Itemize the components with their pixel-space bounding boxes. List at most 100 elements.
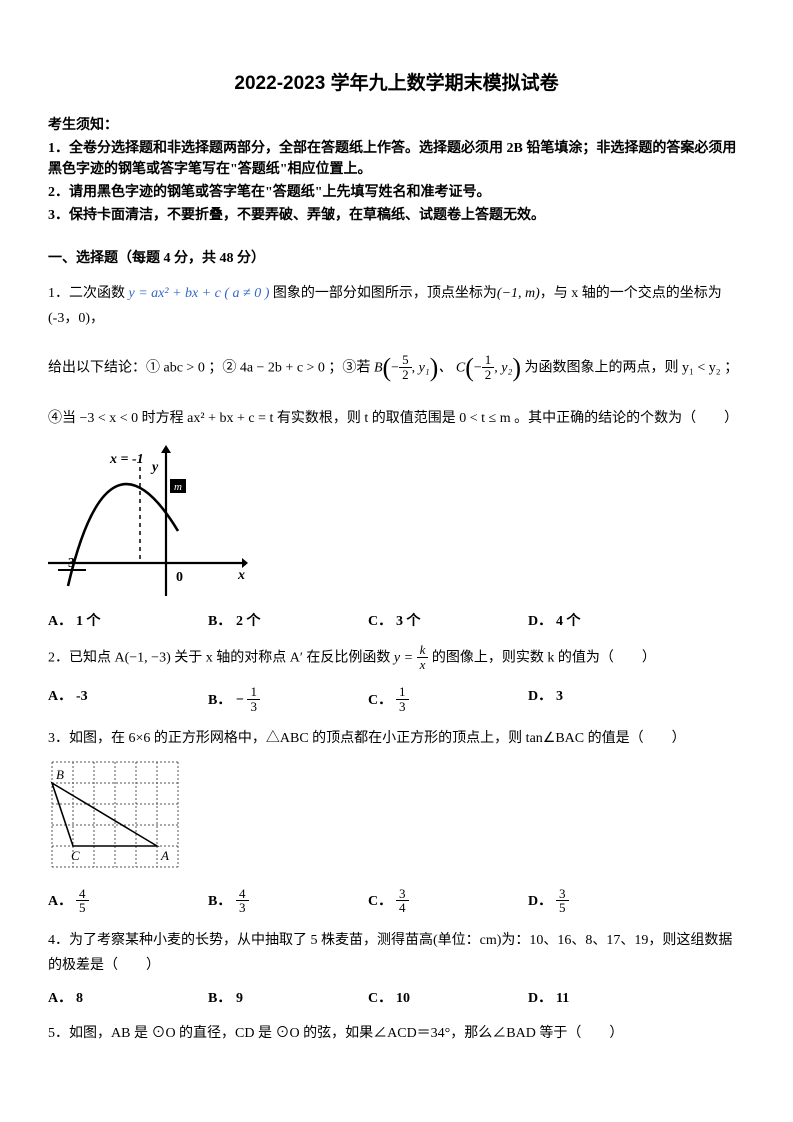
q2-optB-neg: − <box>236 693 247 708</box>
notice-line-1: 1．全卷分选择题和非选择题两部分，全部在答题纸上作答。选择题必须用 2B 铅笔填… <box>48 138 745 180</box>
label-C: C． <box>368 690 396 711</box>
section-1-heading: 一、选择题（每题 4 分，共 48 分） <box>48 248 745 269</box>
q1-point-B: B(−52, y₁) <box>374 345 438 392</box>
q2-optA-text: -3 <box>76 689 88 704</box>
svg-text:B: B <box>56 767 64 782</box>
svg-text:m: m <box>174 481 182 493</box>
svg-text:x: x <box>237 568 245 583</box>
q2-optB-den: 3 <box>247 700 260 714</box>
label-C: C． <box>368 891 396 912</box>
q3-option-B: B．43 <box>208 888 368 916</box>
q1-parabola-svg: mx = -1yx0−3 <box>48 441 248 596</box>
label-D: D． <box>528 891 556 912</box>
q3-grid-svg: B C A <box>48 758 183 873</box>
q5-text: 5．如图，AB 是 ⊙O 的直径，CD 是 ⊙O 的弦，如果∠ACD＝34°，那… <box>48 1021 745 1046</box>
q1-C-y: y₂ <box>501 361 512 376</box>
q1-line2: 给出以下结论：① abc > 0 ；② 4a − 2b + c > 0 ；③若 … <box>48 345 745 392</box>
q2-pre: 2．已知点 A(−1, −3) 关于 x 轴的对称点 A′ 在反比例函数 <box>48 650 394 665</box>
q1-B-xnum: 5 <box>399 353 412 368</box>
q1-xint: (-3，0) <box>48 311 90 326</box>
question-3: 3．如图，在 6×6 的正方形网格中，△ABC 的顶点都在小正方形的顶点上，则 … <box>48 726 745 915</box>
q1-line3: ④当 −3 < x < 0 时方程 ax² + bx + c = t 有实数根，… <box>48 406 745 431</box>
q3-option-D: D．35 <box>528 888 688 916</box>
q2-post: 的图像上，则实数 k 的值为（ ） <box>428 650 656 665</box>
question-4: 4．为了考察某种小麦的长势，从中抽取了 5 株麦苗，测得苗高(单位：cm)为：1… <box>48 928 745 1009</box>
notice-line-3: 3．保持卡面清洁，不要折叠，不要弄破、弄皱，在草稿纸、试题卷上答题无效。 <box>48 205 745 226</box>
q3-options: A．45 B．43 C．34 D．35 <box>48 888 745 916</box>
q2-option-C: C．13 <box>368 686 528 714</box>
q1-optD-text: 4 个 <box>556 614 581 629</box>
q1-l2-post: 为函数图象上的两点，则 y₁ < y₂ ； <box>521 361 738 376</box>
label-B: B． <box>208 988 236 1009</box>
q1-C-xnum: 1 <box>482 353 495 368</box>
q3-text: 3．如图，在 6×6 的正方形网格中，△ABC 的顶点都在小正方形的顶点上，则 … <box>48 726 745 751</box>
q3-optA-den: 5 <box>76 901 89 915</box>
q3-optA-num: 4 <box>76 887 89 902</box>
q2-optC-num: 1 <box>396 685 409 700</box>
q3-optB-num: 4 <box>236 887 249 902</box>
q1-option-B: B．2 个 <box>208 611 368 632</box>
q4-option-A: A．8 <box>48 988 208 1009</box>
exam-title: 2022-2023 学年九上数学期末模拟试卷 <box>48 70 745 99</box>
svg-text:−3: −3 <box>60 556 75 571</box>
q1-mid3: ， <box>90 311 104 326</box>
q2-option-B: B．− 13 <box>208 686 368 714</box>
label-D: D． <box>528 988 556 1009</box>
question-2: 2．已知点 A(−1, −3) 关于 x 轴的对称点 A′ 在反比例函数 y =… <box>48 644 745 715</box>
q3-option-A: A．45 <box>48 888 208 916</box>
q1-C-xden: 2 <box>482 368 495 382</box>
q4-options: A．8 B．9 C．10 D．11 <box>48 988 745 1009</box>
label-D: D． <box>528 686 556 707</box>
notice-block: 考生须知： 1．全卷分选择题和非选择题两部分，全部在答题纸上作答。选择题必须用 … <box>48 115 745 226</box>
svg-text:x = -1: x = -1 <box>109 452 144 467</box>
label-A: A． <box>48 988 76 1009</box>
q3-optC-den: 4 <box>396 901 409 915</box>
q1-mid2: ，与 x 轴的一个交点的坐标为 <box>540 286 722 301</box>
q2-text: 2．已知点 A(−1, −3) 关于 x 轴的对称点 A′ 在反比例函数 y =… <box>48 644 745 672</box>
svg-text:A: A <box>160 848 169 863</box>
q3-optD-num: 3 <box>556 887 569 902</box>
q1-options: A．1 个 B．2 个 C．3 个 D．4 个 <box>48 611 745 632</box>
q4-option-C: C．10 <box>368 988 528 1009</box>
q1-optC-text: 3 个 <box>396 614 421 629</box>
label-A: A． <box>48 611 76 632</box>
q1-graph: mx = -1yx0−3 <box>48 441 745 603</box>
label-B: B． <box>208 891 236 912</box>
q2-fden: x <box>417 658 429 672</box>
q2-fnum: k <box>417 643 429 658</box>
q4-option-D: D．11 <box>528 988 688 1009</box>
q2-optD-text: 3 <box>556 689 563 704</box>
q1-point-C: 、 C(−12, y₂) <box>438 345 521 392</box>
question-1: 1．二次函数 y = ax² + bx + c ( a ≠ 0 ) 图象的一部分… <box>48 281 745 632</box>
notice-heading: 考生须知： <box>48 115 745 136</box>
q1-l2-pre: 给出以下结论：① abc > 0 ；② 4a − 2b + c > 0 ；③若 <box>48 361 374 376</box>
q1-B-y: y₁ <box>419 361 430 376</box>
q1-optB-text: 2 个 <box>236 614 261 629</box>
q3-option-C: C．34 <box>368 888 528 916</box>
label-A: A． <box>48 686 76 707</box>
label-C: C． <box>368 988 396 1009</box>
q4-optB-text: 9 <box>236 991 243 1006</box>
q1-optA-text: 1 个 <box>76 614 101 629</box>
q1-line1: 1．二次函数 y = ax² + bx + c ( a ≠ 0 ) 图象的一部分… <box>48 281 745 331</box>
q1-B-label: B <box>374 361 383 376</box>
q1-formula: y = ax² + bx + c ( a ≠ 0 ) <box>129 286 270 301</box>
label-B: B． <box>208 690 236 711</box>
q4-text: 4．为了考察某种小麦的长势，从中抽取了 5 株麦苗，测得苗高(单位：cm)为：1… <box>48 928 745 978</box>
q2-options: A．-3 B．− 13 C．13 D．3 <box>48 686 745 714</box>
q4-optA-text: 8 <box>76 991 83 1006</box>
q4-optD-text: 11 <box>556 991 569 1006</box>
question-5: 5．如图，AB 是 ⊙O 的直径，CD 是 ⊙O 的弦，如果∠ACD＝34°，那… <box>48 1021 745 1046</box>
q2-fpre: y = <box>394 650 417 665</box>
q4-optC-text: 10 <box>396 991 410 1006</box>
q2-optC-den: 3 <box>396 700 409 714</box>
q1-option-C: C．3 个 <box>368 611 528 632</box>
svg-text:C: C <box>71 848 80 863</box>
q1-mid1: 图象的一部分如图所示，顶点坐标为 <box>269 286 497 301</box>
q3-grid: B C A <box>48 758 745 880</box>
q1-vertex: (−1, m) <box>497 286 540 301</box>
label-A: A． <box>48 891 76 912</box>
notice-line-2: 2．请用黑色字迹的钢笔或答字笔在"答题纸"上先填写姓名和准考证号。 <box>48 182 745 203</box>
q2-optB-num: 1 <box>247 685 260 700</box>
q1-C-label: 、 C <box>438 361 465 376</box>
